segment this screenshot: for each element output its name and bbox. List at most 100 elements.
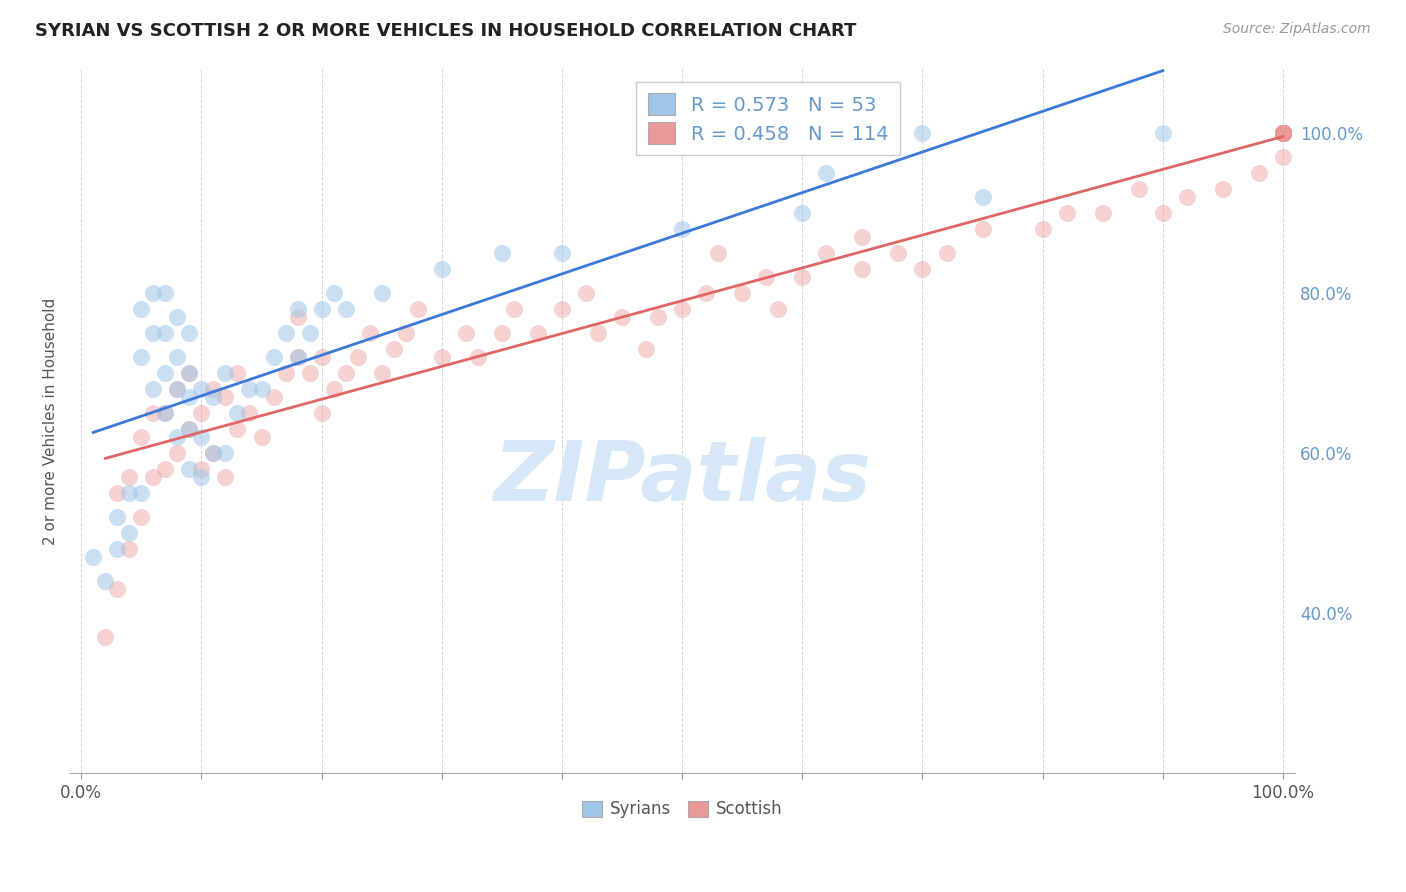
Point	[311, 301, 333, 316]
Point	[731, 285, 754, 300]
Point	[190, 406, 212, 420]
Point	[551, 301, 574, 316]
Point	[1152, 126, 1174, 140]
Text: ZIPatlas: ZIPatlas	[494, 437, 872, 518]
Point	[166, 350, 188, 364]
Point	[118, 526, 141, 541]
Point	[887, 245, 910, 260]
Point	[1272, 126, 1295, 140]
Point	[491, 245, 513, 260]
Point	[1272, 126, 1295, 140]
Point	[1272, 126, 1295, 140]
Point	[155, 326, 177, 340]
Point	[287, 350, 309, 364]
Point	[346, 350, 368, 364]
Point	[707, 245, 730, 260]
Point	[166, 382, 188, 396]
Point	[335, 301, 357, 316]
Point	[1272, 126, 1295, 140]
Point	[671, 301, 693, 316]
Point	[1272, 126, 1295, 140]
Point	[1091, 205, 1114, 219]
Point	[1272, 126, 1295, 140]
Point	[370, 285, 392, 300]
Point	[1272, 126, 1295, 140]
Point	[1272, 126, 1295, 140]
Point	[322, 382, 344, 396]
Point	[755, 269, 778, 284]
Point	[1272, 126, 1295, 140]
Point	[1272, 126, 1295, 140]
Point	[1272, 126, 1295, 140]
Point	[1272, 126, 1295, 140]
Point	[105, 582, 128, 597]
Point	[1032, 221, 1054, 235]
Point	[1272, 126, 1295, 140]
Point	[586, 326, 609, 340]
Point	[1272, 126, 1295, 140]
Point	[142, 285, 165, 300]
Point	[527, 326, 550, 340]
Point	[695, 285, 717, 300]
Point	[226, 406, 249, 420]
Point	[1272, 126, 1295, 140]
Point	[1272, 126, 1295, 140]
Point	[1272, 126, 1295, 140]
Point	[792, 205, 814, 219]
Point	[647, 310, 669, 324]
Point	[298, 366, 321, 380]
Point	[166, 310, 188, 324]
Point	[105, 542, 128, 557]
Text: Source: ZipAtlas.com: Source: ZipAtlas.com	[1223, 22, 1371, 37]
Point	[1272, 126, 1295, 140]
Y-axis label: 2 or more Vehicles in Household: 2 or more Vehicles in Household	[44, 297, 58, 545]
Point	[82, 550, 104, 565]
Point	[972, 221, 994, 235]
Point	[166, 430, 188, 444]
Point	[395, 326, 418, 340]
Point	[190, 462, 212, 476]
Point	[179, 326, 201, 340]
Point	[1272, 126, 1295, 140]
Point	[1272, 126, 1295, 140]
Point	[155, 462, 177, 476]
Point	[1152, 205, 1174, 219]
Point	[851, 229, 873, 244]
Point	[226, 422, 249, 436]
Point	[166, 446, 188, 460]
Point	[610, 310, 633, 324]
Point	[118, 542, 141, 557]
Point	[118, 486, 141, 500]
Point	[250, 430, 273, 444]
Point	[179, 390, 201, 404]
Point	[263, 350, 285, 364]
Point	[575, 285, 598, 300]
Point	[214, 390, 236, 404]
Point	[155, 406, 177, 420]
Point	[911, 126, 934, 140]
Point	[118, 470, 141, 484]
Point	[1272, 126, 1295, 140]
Point	[1272, 126, 1295, 140]
Point	[274, 326, 297, 340]
Point	[792, 269, 814, 284]
Point	[214, 470, 236, 484]
Point	[311, 406, 333, 420]
Legend: Syrians, Scottish: Syrians, Scottish	[575, 794, 789, 825]
Point	[370, 366, 392, 380]
Point	[250, 382, 273, 396]
Point	[142, 382, 165, 396]
Point	[972, 189, 994, 203]
Point	[155, 406, 177, 420]
Point	[1272, 126, 1295, 140]
Point	[179, 422, 201, 436]
Point	[1272, 126, 1295, 140]
Point	[131, 430, 153, 444]
Point	[166, 382, 188, 396]
Point	[131, 301, 153, 316]
Point	[202, 446, 225, 460]
Point	[1272, 126, 1295, 140]
Point	[142, 326, 165, 340]
Point	[131, 510, 153, 524]
Point	[382, 342, 405, 356]
